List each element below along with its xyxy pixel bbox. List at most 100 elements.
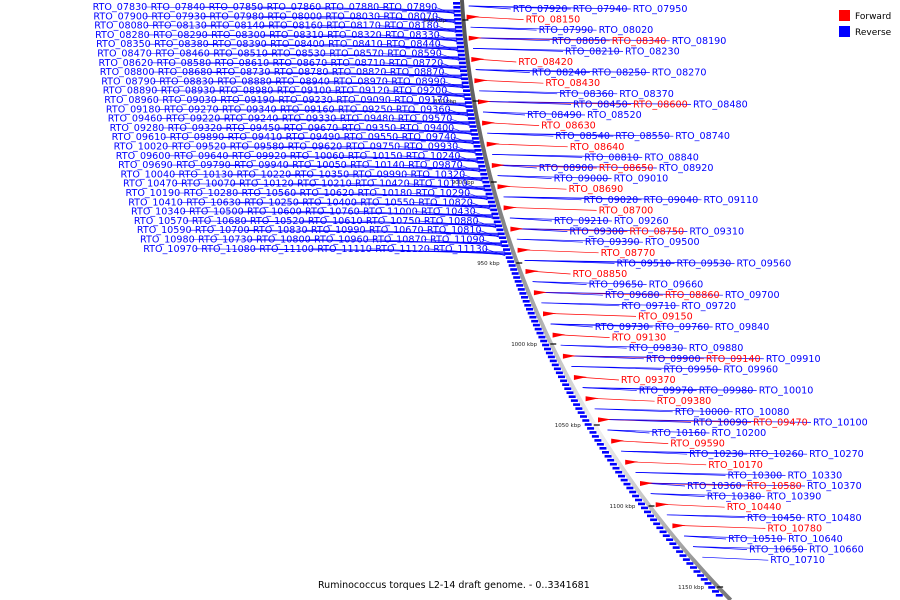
gene-label-reverse[interactable]: RTO_10100: [813, 417, 868, 428]
gene-label-reverse[interactable]: RTO_09710: [621, 301, 676, 312]
gene-label-reverse[interactable]: RTO_10260: [749, 449, 804, 460]
gene-label-reverse[interactable]: RTO_09000: [554, 174, 609, 185]
gene-label-reverse[interactable]: RTO_08870: [390, 67, 445, 78]
gene-label-reverse[interactable]: RTO_09240: [224, 114, 279, 125]
gene-label-reverse[interactable]: RTO_09920: [232, 151, 287, 162]
gene-label-reverse[interactable]: RTO_07940: [573, 4, 628, 15]
gene-label-reverse[interactable]: RTO_08370: [619, 89, 674, 100]
gene-label-reverse[interactable]: RTO_08740: [675, 131, 730, 142]
gene-label-reverse[interactable]: RTO_09090: [336, 95, 391, 106]
gene-label-reverse[interactable]: RTO_08470: [97, 49, 152, 60]
gene-label-reverse[interactable]: RTO_09720: [681, 301, 736, 312]
gene-label-reverse[interactable]: RTO_10760: [305, 207, 360, 218]
gene-label-forward[interactable]: RTO_09370: [621, 375, 676, 386]
gene-label-reverse[interactable]: RTO_08460: [155, 49, 210, 60]
gene-label-forward[interactable]: RTO_10440: [727, 502, 782, 513]
gene-label-reverse[interactable]: RTO_09280: [110, 123, 165, 134]
gene-label-reverse[interactable]: RTO_08020: [599, 25, 654, 36]
gene-label-reverse[interactable]: RTO_10420: [355, 179, 410, 190]
gene-label-reverse[interactable]: RTO_09120: [335, 86, 390, 97]
gene-label-forward[interactable]: RTO_08850: [573, 269, 628, 280]
gene-label-reverse[interactable]: RTO_10130: [179, 169, 234, 180]
gene-label-reverse[interactable]: RTO_11110: [317, 244, 372, 255]
gene-label-reverse[interactable]: RTO_07880: [325, 2, 380, 13]
gene-label-reverse[interactable]: RTO_08310: [269, 30, 324, 41]
gene-label-reverse[interactable]: RTO_10610: [308, 216, 363, 227]
gene-label-reverse[interactable]: RTO_09400: [400, 123, 455, 134]
gene-label-reverse[interactable]: RTO_08590: [387, 49, 442, 60]
gene-label-reverse[interactable]: RTO_10080: [735, 407, 790, 418]
gene-label-reverse[interactable]: RTO_08880: [217, 76, 272, 87]
gene-label-reverse[interactable]: RTO_09650: [589, 280, 644, 291]
gene-label-reverse[interactable]: RTO_07890: [383, 2, 438, 13]
gene-label-reverse[interactable]: RTO_10150: [348, 151, 403, 162]
gene-label-reverse[interactable]: RTO_10340: [131, 207, 186, 218]
gene-label-reverse[interactable]: RTO_09990: [353, 169, 408, 180]
gene-label-forward[interactable]: RTO_08420: [518, 57, 573, 68]
gene-label-reverse[interactable]: RTO_09620: [288, 142, 343, 153]
gene-label-reverse[interactable]: RTO_08000: [267, 11, 322, 22]
gene-label-reverse[interactable]: RTO_11130: [433, 244, 488, 255]
gene-label-reverse[interactable]: RTO_09970: [639, 386, 694, 397]
gene-label-reverse[interactable]: RTO_09410: [228, 132, 283, 143]
gene-label-reverse[interactable]: RTO_08080: [94, 21, 149, 32]
gene-label-reverse[interactable]: RTO_09330: [282, 114, 337, 125]
gene-label-reverse[interactable]: RTO_10570: [134, 216, 189, 227]
gene-label-reverse[interactable]: RTO_08450: [573, 99, 628, 110]
gene-label-reverse[interactable]: RTO_09260: [614, 216, 669, 227]
gene-label-reverse[interactable]: RTO_08380: [154, 39, 209, 50]
gene-label-reverse[interactable]: RTO_09550: [344, 132, 399, 143]
gene-label-reverse[interactable]: RTO_11080: [201, 244, 256, 255]
gene-label-reverse[interactable]: RTO_08970: [333, 76, 388, 87]
gene-label-reverse[interactable]: RTO_09220: [166, 114, 221, 125]
gene-label-reverse[interactable]: RTO_08620: [99, 58, 154, 69]
gene-label-reverse[interactable]: RTO_08510: [213, 49, 268, 60]
gene-label-reverse[interactable]: RTO_10680: [192, 216, 247, 227]
gene-label-reverse[interactable]: RTO_10210: [297, 179, 352, 190]
gene-label-reverse[interactable]: RTO_10800: [256, 235, 311, 246]
gene-label-reverse[interactable]: RTO_07860: [267, 2, 322, 13]
gene-label-reverse[interactable]: RTO_10480: [807, 513, 862, 524]
gene-label-reverse[interactable]: RTO_09500: [645, 237, 700, 248]
gene-label-reverse[interactable]: RTO_08960: [104, 95, 159, 106]
gene-label-reverse[interactable]: RTO_08800: [100, 67, 155, 78]
gene-label-reverse[interactable]: RTO_08270: [652, 68, 707, 79]
gene-label-reverse[interactable]: RTO_08840: [644, 152, 699, 163]
gene-label-reverse[interactable]: RTO_07830: [93, 2, 148, 13]
gene-label-reverse[interactable]: RTO_08170: [326, 21, 381, 32]
gene-label-reverse[interactable]: RTO_08280: [95, 30, 150, 41]
gene-label-reverse[interactable]: RTO_09980: [699, 386, 754, 397]
gene-label-reverse[interactable]: RTO_10870: [372, 235, 427, 246]
gene-label-reverse[interactable]: RTO_09510: [617, 258, 672, 269]
gene-label-forward[interactable]: RTO_08690: [569, 184, 624, 195]
gene-label-forward[interactable]: RTO_09150: [638, 311, 693, 322]
gene-label-reverse[interactable]: RTO_09350: [342, 123, 397, 134]
gene-label-reverse[interactable]: RTO_08400: [270, 39, 325, 50]
gene-label-reverse[interactable]: RTO_09100: [277, 86, 332, 97]
gene-label-reverse[interactable]: RTO_09360: [396, 104, 451, 115]
gene-label-reverse[interactable]: RTO_10700: [195, 225, 250, 236]
gene-label-reverse[interactable]: RTO_10320: [411, 169, 466, 180]
gene-label-reverse[interactable]: RTO_10970: [143, 244, 198, 255]
gene-label-reverse[interactable]: RTO_07980: [209, 11, 264, 22]
gene-label-reverse[interactable]: RTO_10000: [675, 407, 730, 418]
gene-label-reverse[interactable]: RTO_08980: [219, 86, 274, 97]
gene-label-reverse[interactable]: RTO_10650: [749, 545, 804, 556]
gene-label-reverse[interactable]: RTO_10360: [687, 481, 742, 492]
gene-label-reverse[interactable]: RTO_09230: [278, 95, 333, 106]
gene-label-reverse[interactable]: RTO_09190: [220, 95, 275, 106]
gene-label-reverse[interactable]: RTO_08250: [592, 68, 647, 79]
gene-label-reverse[interactable]: RTO_09660: [649, 280, 704, 291]
gene-label-forward[interactable]: RTO_08700: [599, 205, 654, 216]
gene-label-reverse[interactable]: RTO_10070: [181, 179, 236, 190]
gene-label-reverse[interactable]: RTO_08710: [331, 58, 386, 69]
gene-label-reverse[interactable]: RTO_08790: [101, 76, 156, 87]
gene-label-reverse[interactable]: RTO_08210: [565, 46, 620, 57]
gene-label-reverse[interactable]: RTO_08680: [158, 67, 213, 78]
gene-label-reverse[interactable]: RTO_10140: [350, 160, 405, 171]
gene-label-forward[interactable]: RTO_10580: [747, 481, 802, 492]
gene-label-reverse[interactable]: RTO_09740: [402, 132, 457, 143]
gene-label-reverse[interactable]: RTO_08140: [210, 21, 265, 32]
gene-label-reverse[interactable]: RTO_10990: [311, 225, 366, 236]
gene-label-reverse[interactable]: RTO_09910: [766, 354, 821, 365]
